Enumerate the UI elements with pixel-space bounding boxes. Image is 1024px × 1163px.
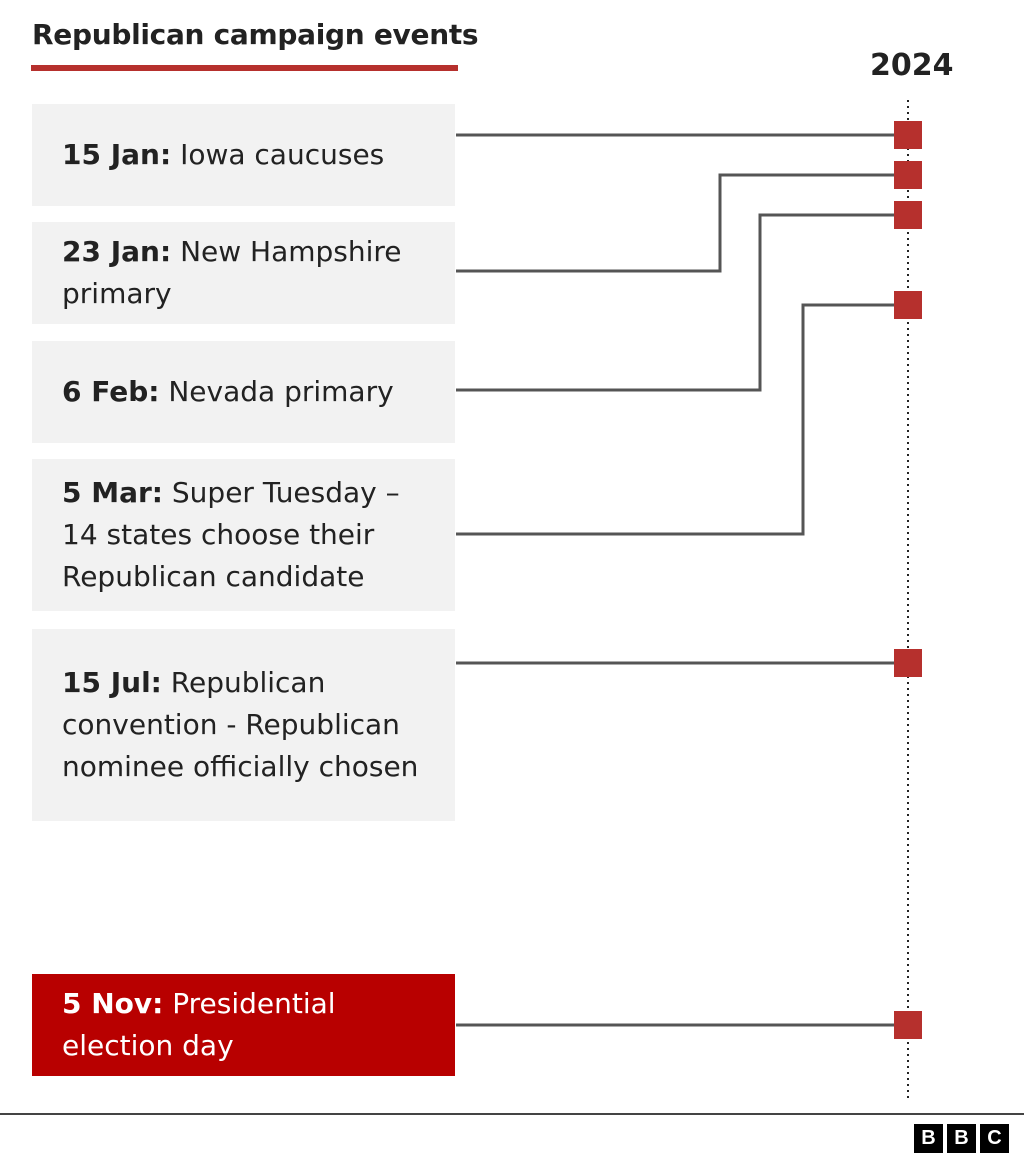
bbc-logo: B B C [914,1124,1009,1153]
event-date: 15 Jan: [62,138,172,171]
event-new-hampshire-primary: 23 Jan: New Hampshire primary [32,222,455,324]
timeline-marker [894,649,922,677]
logo-letter: B [914,1124,943,1153]
event-text: 15 Jul: Republican convention - Republic… [62,662,435,788]
event-text: 6 Feb: Nevada primary [62,371,394,413]
year-label: 2024 [870,48,954,83]
logo-letter: B [947,1124,976,1153]
timeline-marker [894,1011,922,1039]
event-label: Super Tuesday – 14 states choose their R… [62,476,400,593]
event-election-day: 5 Nov: Presidential election day [32,974,455,1076]
event-date: 23 Jan: [62,235,172,268]
event-super-tuesday: 5 Mar: Super Tuesday – 14 states choose … [32,459,455,611]
event-label: Presidential election day [62,987,336,1062]
event-text: 23 Jan: New Hampshire primary [62,231,435,315]
chart-title: Republican campaign events [32,18,479,51]
timeline-markers [894,121,922,1039]
connector-lines [456,133,908,1027]
title-underline [31,65,458,71]
event-text: 5 Mar: Super Tuesday – 14 states choose … [62,472,435,598]
event-date: 15 Jul: [62,666,162,699]
event-republican-convention: 15 Jul: Republican convention - Republic… [32,629,455,821]
connector-line [456,213,908,392]
event-date: 5 Mar: [62,476,163,509]
timeline-marker [894,291,922,319]
logo-letter: C [980,1124,1009,1153]
timeline-marker [894,201,922,229]
event-nevada-primary: 6 Feb: Nevada primary [32,341,455,443]
footer-divider [0,1113,1024,1115]
connector-line [456,303,908,536]
event-text: 15 Jan: Iowa caucuses [62,134,384,176]
timeline-marker [894,161,922,189]
event-label: Iowa caucuses [180,138,385,171]
event-label: Nevada primary [168,375,394,408]
connector-line [456,173,908,273]
event-label: Republican convention - Republican nomin… [62,666,419,783]
timeline-marker [894,121,922,149]
event-date: 6 Feb: [62,375,160,408]
event-text: 5 Nov: Presidential election day [62,983,435,1067]
event-date: 5 Nov: [62,987,164,1020]
event-label: New Hampshire primary [62,235,402,310]
event-iowa-caucuses: 15 Jan: Iowa caucuses [32,104,455,206]
